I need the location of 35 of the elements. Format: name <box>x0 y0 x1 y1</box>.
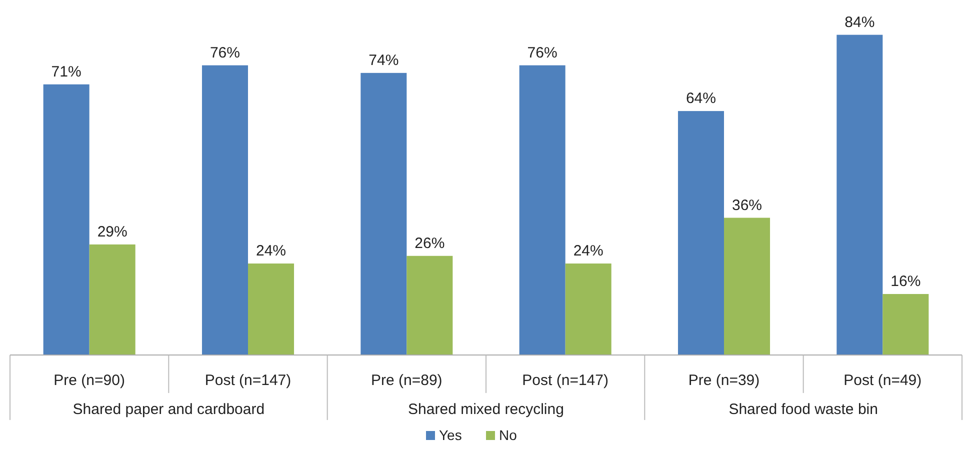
x-tick-label: Pre (n=39) <box>688 372 760 389</box>
x-tick-label: Pre (n=90) <box>54 372 125 389</box>
bar <box>248 264 294 355</box>
data-label: 74% <box>368 52 399 69</box>
data-label: 29% <box>97 223 128 240</box>
data-label: 24% <box>256 242 286 260</box>
x-tick-label: Post (n=147) <box>522 372 608 389</box>
data-label: 76% <box>210 44 240 62</box>
data-label: 36% <box>732 196 762 214</box>
text: Shared paper and cardboard <box>72 401 265 418</box>
legend-label: No <box>499 427 518 443</box>
bar <box>678 111 724 355</box>
bar <box>882 294 929 355</box>
bar <box>89 244 136 355</box>
data-label: 76% <box>527 44 558 62</box>
data-label: 24% <box>573 242 604 260</box>
data-label: 16% <box>890 273 921 290</box>
x-tick-label: Post (n=49) <box>844 372 922 389</box>
x-tick-label: Post (n=147) <box>204 372 292 389</box>
bar <box>43 84 90 355</box>
data-label: 26% <box>414 234 445 252</box>
text: Shared food waste bin <box>728 401 878 418</box>
data-label: 64% <box>686 90 716 108</box>
x-tick-label: Pre (n=89) <box>371 372 442 389</box>
bar <box>406 256 453 355</box>
data-label: 71% <box>51 63 82 80</box>
data-label: 84% <box>844 14 875 31</box>
bar <box>202 65 248 355</box>
bar <box>519 65 566 355</box>
bar <box>360 72 407 355</box>
bar <box>724 218 770 355</box>
bar <box>565 264 612 355</box>
bar <box>836 34 883 355</box>
legend-label: Yes <box>439 427 462 443</box>
text: Shared mixed recycling <box>408 401 564 418</box>
